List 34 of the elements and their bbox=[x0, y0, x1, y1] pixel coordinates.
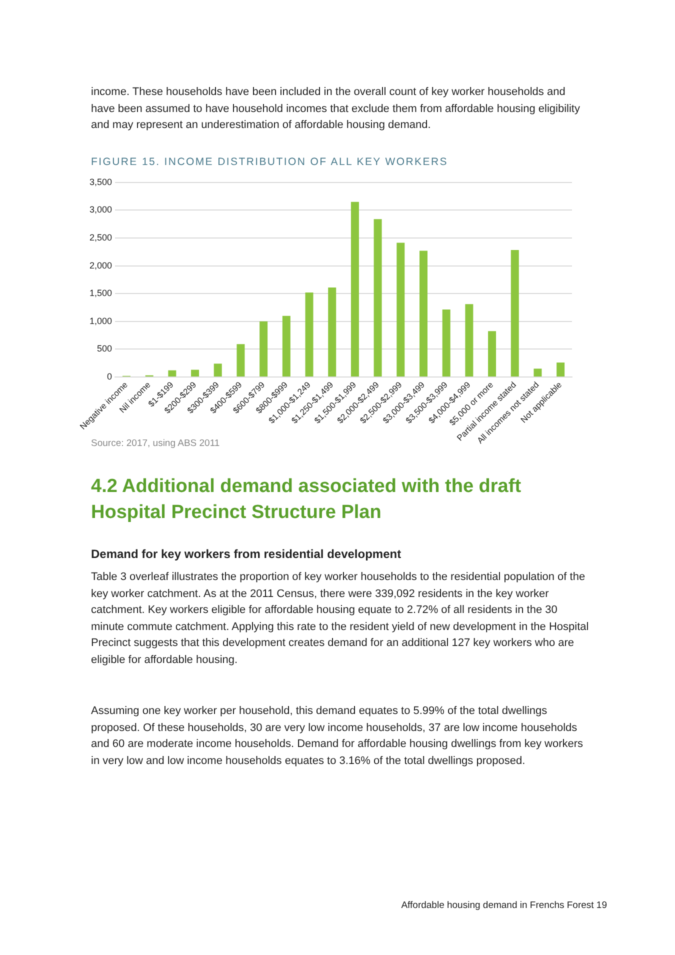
y-tick-label: 1,000 bbox=[90, 316, 112, 326]
y-tick-label: 2,500 bbox=[90, 232, 112, 242]
bar bbox=[236, 344, 245, 376]
source-note: Source: 2017, using ABS 2011 bbox=[91, 437, 220, 451]
bar bbox=[510, 250, 519, 376]
y-tick-label: 3,500 bbox=[90, 176, 112, 187]
bar bbox=[191, 370, 200, 376]
y-tick-label: 0 bbox=[107, 371, 112, 382]
bar bbox=[282, 316, 290, 376]
text: Demand for key workers from residential development bbox=[91, 546, 402, 562]
bar bbox=[488, 331, 496, 376]
caption: Table 3 overleaf illustrates the proportion of key worker households to the residential population of the key worker catchment. As at the 2011 Census, there were 339,092 residents in the key worker catchment. Key workers eligible for affordable housing equate to 2.72% of all residents in the 30 minute commute catchment. Applying this rate to the resident yield of new development in the Hospital Precinct suggests that this development creates demand for an additional 127 key workers who are eligible for affordable housing. bbox=[91, 570, 590, 668]
bar bbox=[374, 219, 382, 376]
chart-title: FIGURE 15. INCOME DISTRIBUTION OF ALL KEY WORKERS bbox=[91, 156, 448, 168]
bar bbox=[534, 368, 542, 376]
bar bbox=[419, 250, 428, 376]
y-tick-label: 500 bbox=[97, 344, 112, 354]
bar bbox=[396, 242, 405, 376]
y-tick-label: 1,500 bbox=[90, 288, 112, 298]
bar bbox=[556, 362, 565, 376]
text: Assuming one key worker per household, this demand equates to 5.99% of the total dwellings proposed. Of these households, 30 are very low income households, 37 are low income households and 60 are moderate income households. Demand for affordable housing dwellings from key workers in very low and low income households equates to 3.16% of the total dwellings proposed. bbox=[91, 704, 584, 768]
y-tick-label: 3,000 bbox=[90, 204, 112, 215]
bar bbox=[465, 304, 474, 376]
text: 4.2 Additional demand associated with the draft Hospital Precinct Structure Plan bbox=[91, 475, 522, 525]
text: Affordable housing demand in Frenchs Forest 19 bbox=[401, 899, 607, 913]
bar bbox=[328, 287, 336, 376]
bar bbox=[168, 370, 176, 376]
bar bbox=[260, 321, 268, 376]
bar bbox=[350, 202, 359, 376]
y-tick-label: 2,000 bbox=[90, 260, 112, 270]
text: income. These households have been included in the overall count of key worker households and have been assumed to have household incomes that exclude them from affordable housing eligibility and may represent an underestimation of affordable housing demand. bbox=[91, 85, 581, 133]
bar bbox=[442, 309, 450, 376]
bar bbox=[305, 292, 314, 376]
bar bbox=[214, 364, 222, 376]
